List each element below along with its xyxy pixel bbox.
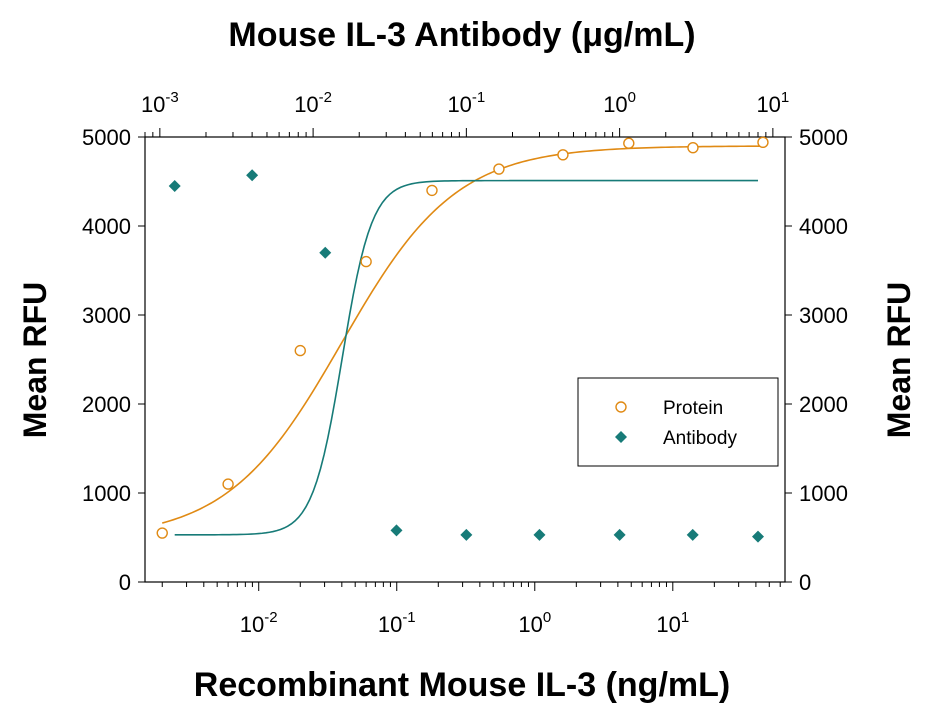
bottom_axis-tick-base: 10 <box>240 612 264 637</box>
data-point-protein <box>360 255 372 268</box>
y-tick-label-left: 3000 <box>82 303 131 328</box>
data-point-protein <box>426 184 438 197</box>
y-tick-label-right: 4000 <box>799 214 848 239</box>
top_axis-tick-label: 10-2 <box>294 89 332 117</box>
y-axis-title-right: Mean RFU <box>881 282 917 438</box>
legend-protein-label: Protein <box>663 398 723 419</box>
data-point-protein <box>156 527 168 539</box>
top_axis-tick-exponent: 1 <box>781 89 789 106</box>
plot-frame <box>144 136 786 583</box>
data-point-antibody <box>246 169 259 182</box>
top_axis-tick-label: 100 <box>603 89 636 117</box>
top_axis-tick-exponent: -1 <box>472 89 485 106</box>
top_axis-tick-base: 10 <box>603 92 627 117</box>
data-point-antibody <box>752 530 765 543</box>
data-point-antibody <box>686 528 699 541</box>
bottom_axis-tick-base: 10 <box>378 612 402 637</box>
top_axis-tick-base: 10 <box>447 92 471 117</box>
y-tick-label-right: 3000 <box>799 303 848 328</box>
y-tick-label-left: 1000 <box>82 481 131 506</box>
top_axis-tick-label: 10-1 <box>447 89 485 117</box>
top_axis-tick-label: 101 <box>756 89 789 117</box>
bottom_axis-tick-exponent: -2 <box>264 609 277 626</box>
bottom_axis-tick-label: 101 <box>656 609 689 637</box>
y-tick-label-left: 0 <box>119 570 131 595</box>
data-point-protein <box>294 344 306 357</box>
legend-protein-marker <box>615 401 627 413</box>
y-axis-title-left: Mean RFU <box>17 282 53 438</box>
x-axis-title: Recombinant Mouse IL-3 (ng/mL) <box>194 666 730 704</box>
bottom_axis-tick-label: 10-2 <box>240 609 278 637</box>
fitted-curves <box>162 145 763 536</box>
bottom_axis-tick-label: 10-1 <box>378 609 416 637</box>
bottom_axis-tick-base: 10 <box>656 612 680 637</box>
top-axis-title: Mouse IL-3 Antibody (μg/mL) <box>228 16 695 54</box>
data-point-protein <box>687 141 699 154</box>
y-tick-label-left: 5000 <box>82 125 131 150</box>
top_axis-tick-exponent: -2 <box>319 89 332 106</box>
fit-curve-protein <box>162 145 763 524</box>
bottom_axis-tick-exponent: 0 <box>543 609 551 626</box>
bottom_axis-tick-exponent: -1 <box>402 609 415 626</box>
data-points <box>156 136 769 543</box>
y-tick-label-left: 2000 <box>82 392 131 417</box>
y-tick-label-right: 2000 <box>799 392 848 417</box>
top_axis-tick-exponent: -3 <box>165 89 178 106</box>
top_axis-tick-label: 10-3 <box>141 89 179 117</box>
data-point-antibody <box>390 524 403 537</box>
top_axis-tick-exponent: 0 <box>628 89 636 106</box>
y-tick-label-left: 4000 <box>82 214 131 239</box>
legend-antibody-marker <box>615 431 627 443</box>
data-point-protein <box>222 478 234 490</box>
legend-box <box>577 377 779 467</box>
data-point-protein <box>757 136 769 149</box>
legend: Protein Antibody <box>577 377 779 467</box>
bottom_axis-tick-label: 100 <box>518 609 551 637</box>
top_axis-tick-base: 10 <box>141 92 165 117</box>
data-point-antibody <box>168 179 181 192</box>
y-tick-label-right: 0 <box>799 570 811 595</box>
y-tick-label-right: 1000 <box>799 481 848 506</box>
bottom_axis-tick-exponent: 1 <box>681 609 689 626</box>
data-point-antibody <box>613 528 626 541</box>
data-point-antibody <box>319 246 332 259</box>
bottom_axis-tick-base: 10 <box>518 612 542 637</box>
legend-antibody-label: Antibody <box>663 428 737 449</box>
top_axis-tick-base: 10 <box>294 92 318 117</box>
top_axis-tick-base: 10 <box>756 92 780 117</box>
data-point-protein <box>623 137 635 149</box>
data-point-protein <box>493 163 505 175</box>
y-tick-label-right: 5000 <box>799 125 848 150</box>
fit-curve-antibody <box>174 179 759 536</box>
data-point-protein <box>557 149 569 161</box>
data-point-antibody <box>533 528 546 541</box>
data-point-antibody <box>460 528 473 541</box>
